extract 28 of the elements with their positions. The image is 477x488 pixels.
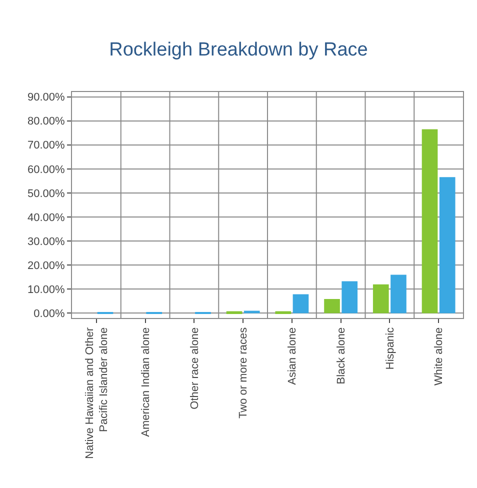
bar: [275, 311, 292, 314]
x-tick-label: Hispanic: [384, 326, 396, 370]
bar: [292, 294, 309, 314]
bar: [439, 177, 456, 314]
y-tick-label: 80.00%: [27, 116, 66, 128]
y-tick-label: 20.00%: [27, 260, 66, 272]
bar: [390, 274, 406, 314]
bar: [324, 299, 340, 314]
bar: [226, 311, 242, 314]
y-tick-label: 30.00%: [27, 236, 66, 248]
y-tick-label: 70.00%: [27, 140, 66, 152]
x-tick-label: Two or more races: [238, 326, 250, 418]
x-tick-label: Native Hawaiian and Other Pacific Islander alone: [84, 327, 110, 459]
bar: [342, 281, 358, 314]
y-tick-label: 60.00%: [27, 164, 66, 176]
y-tick-label: 10.00%: [27, 284, 66, 296]
y-tick-label: 40.00%: [27, 212, 66, 224]
bar: [422, 129, 438, 314]
chart-title: Rockleigh Breakdown by Race: [109, 39, 368, 60]
bar: [372, 284, 389, 314]
y-tick-label: 0.00%: [34, 308, 66, 320]
y-tick-label: 90.00%: [27, 92, 66, 104]
x-tick-label: Asian alone: [286, 327, 299, 385]
x-tick-label: Other race alone: [188, 327, 201, 410]
x-tick-label: White alone: [433, 327, 446, 386]
x-tick-label: American Indian alone: [140, 327, 152, 437]
x-tick-label: Black alone: [335, 327, 348, 384]
y-tick-label: 50.00%: [27, 188, 66, 200]
